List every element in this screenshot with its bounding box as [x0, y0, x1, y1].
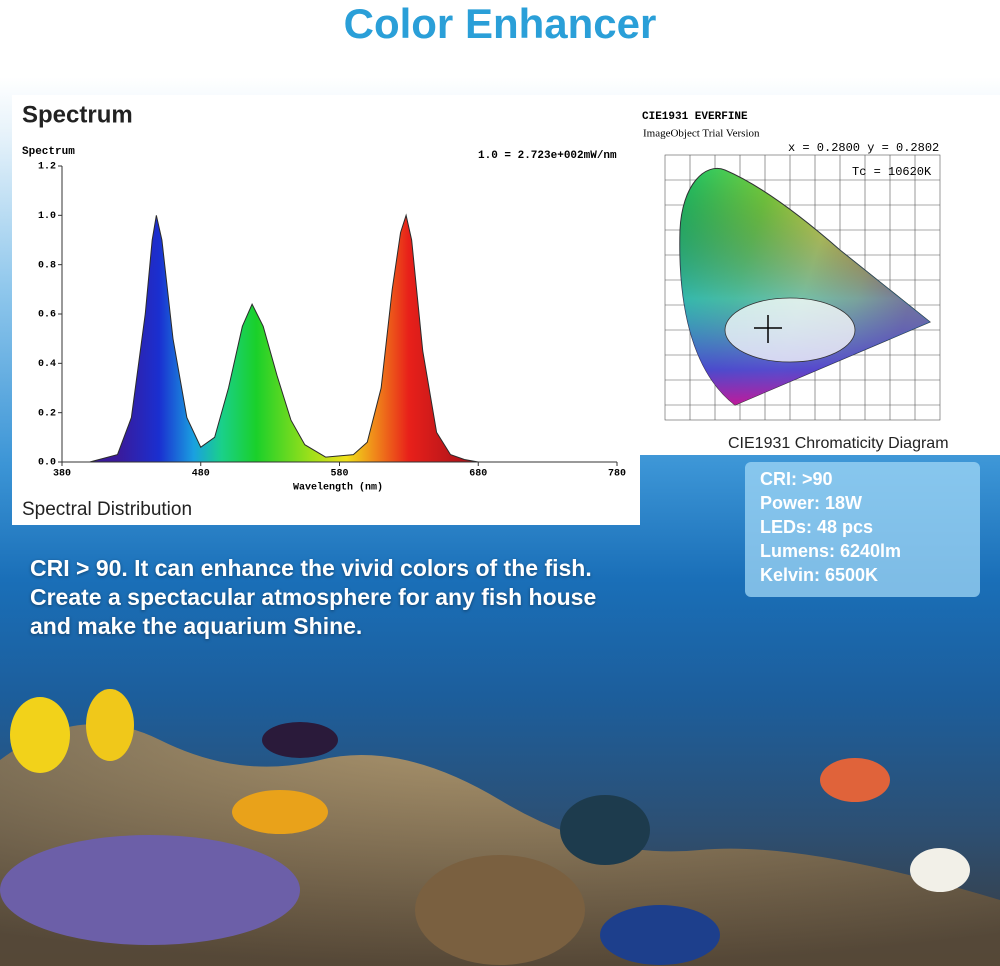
y-tick-label: 0.8	[38, 260, 56, 271]
spec: Lumens: 6240lm	[760, 541, 902, 561]
y-tick-label: 0.6	[38, 310, 56, 321]
fish	[10, 697, 70, 773]
y-tick-label: 0.4	[38, 359, 56, 370]
y-tick-label: 0.2	[38, 408, 56, 419]
description-line: CRI > 90. It can enhance the vivid color…	[30, 555, 592, 581]
x-tick-label: 580	[330, 469, 348, 480]
specs-box: CRI: >90 Power: 18W LEDs: 48 pcs Lumens:…	[745, 462, 980, 597]
fish	[415, 855, 585, 965]
y-tick-label: 1.2	[38, 162, 56, 173]
spec: CRI: >90	[760, 469, 833, 489]
white-region	[724, 297, 856, 363]
x-tick-label: 480	[192, 469, 210, 480]
white-point	[754, 315, 782, 343]
spec: LEDs: 48 pcs	[760, 517, 874, 537]
fish	[910, 848, 970, 892]
description-line: and make the aquarium Shine.	[30, 613, 363, 639]
x-axis-label: Wavelength (nm)	[293, 482, 383, 494]
chart-title: Spectrum	[22, 101, 133, 128]
description-line: Create a spectacular atmosphere for any …	[30, 584, 597, 610]
spec: Power: 18W	[760, 493, 863, 513]
fish	[820, 758, 890, 802]
description: CRI > 90. It can enhance the vivid color…	[30, 554, 596, 641]
fish	[86, 689, 134, 761]
y-tick-label: 0.0	[38, 458, 56, 469]
x-tick-label: 680	[469, 469, 487, 480]
cie-coords: x = 0.2800 y = 0.2802	[788, 141, 939, 155]
page-title: Color Enhancer	[343, 0, 657, 47]
x-tick-label: 780	[608, 469, 626, 480]
spec: Kelvin: 6500K	[760, 565, 879, 585]
annotation: 1.0 = 2.723e+002mW/nm	[478, 150, 617, 162]
fish	[262, 722, 338, 758]
fish	[0, 835, 300, 945]
cie-caption: CIE1931 Chromaticity Diagram	[728, 435, 949, 452]
cie-tc: Tc = 10620K	[852, 165, 932, 179]
cie-subtitle: ImageObject Trial Version	[643, 128, 760, 140]
fish	[600, 905, 720, 965]
spectrum-panel	[12, 95, 640, 525]
y-tick-label: 1.0	[38, 211, 56, 222]
fish	[232, 790, 328, 834]
chart-caption: Spectral Distribution	[22, 499, 192, 520]
spectrum-line	[62, 213, 617, 463]
cie-title: CIE1931 EVERFINE	[642, 111, 748, 123]
x-tick-label: 380	[53, 469, 71, 480]
fish	[560, 795, 650, 865]
y-axis-label: Spectrum	[22, 146, 75, 158]
